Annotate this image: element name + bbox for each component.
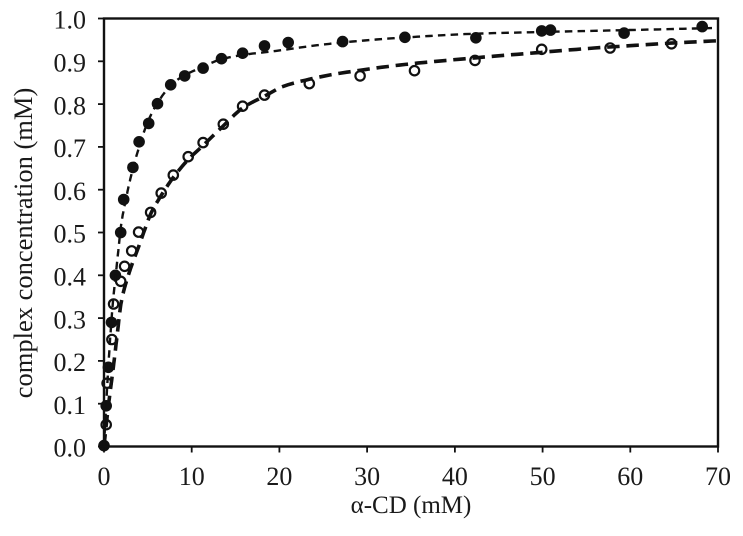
- svg-text:0.5: 0.5: [54, 220, 87, 249]
- svg-text:0.3: 0.3: [54, 305, 87, 334]
- svg-text:0.2: 0.2: [54, 348, 87, 377]
- svg-text:0.9: 0.9: [54, 49, 87, 78]
- svg-text:0: 0: [98, 462, 111, 491]
- svg-text:0.1: 0.1: [54, 391, 87, 420]
- svg-text:complex concentration (mM): complex concentration (mM): [8, 88, 38, 399]
- svg-text:20: 20: [266, 462, 292, 491]
- svg-text:50: 50: [530, 462, 556, 491]
- svg-text:0.4: 0.4: [54, 263, 87, 292]
- svg-text:1.0: 1.0: [54, 6, 87, 35]
- svg-text:10: 10: [179, 462, 205, 491]
- svg-text:α-CD (mM): α-CD (mM): [351, 492, 472, 519]
- svg-text:0.7: 0.7: [54, 134, 87, 163]
- svg-text:60: 60: [617, 462, 643, 491]
- svg-text:0.0: 0.0: [54, 434, 87, 463]
- svg-text:0.8: 0.8: [54, 91, 87, 120]
- svg-text:70: 70: [705, 462, 731, 491]
- svg-text:30: 30: [354, 462, 380, 491]
- svg-text:0.6: 0.6: [54, 177, 87, 206]
- svg-text:40: 40: [442, 462, 468, 491]
